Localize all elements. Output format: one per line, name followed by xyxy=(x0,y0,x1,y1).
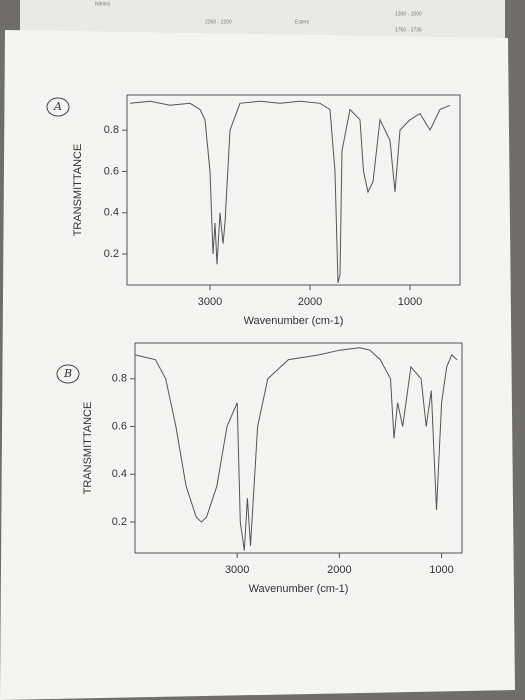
y-tick-label: 0.2 xyxy=(112,516,127,528)
y-axis-title: TRANSMITTANCE xyxy=(72,144,84,237)
plot-frame xyxy=(134,342,463,554)
y-tick-label: 0.6 xyxy=(104,165,119,177)
y-tick-label: 0.8 xyxy=(112,373,127,385)
note: 1750 - 1735 xyxy=(395,27,422,33)
note: 2260 - 2200 xyxy=(205,19,232,25)
y-axis-title: TRANSMITTANCE xyxy=(82,402,94,495)
y-tick-label: 0.4 xyxy=(112,468,127,480)
y-tick-label: 0.2 xyxy=(104,248,119,260)
x-axis-title: Wavenumber (cm-1) xyxy=(244,315,344,327)
panel-label: B xyxy=(63,367,72,380)
spectrum-line xyxy=(129,100,451,284)
x-tick-label: 2000 xyxy=(298,296,322,308)
x-tick-label: 1000 xyxy=(398,296,422,308)
spectrum-line xyxy=(134,347,458,551)
paper-behind xyxy=(20,0,505,40)
paper xyxy=(0,30,515,700)
x-axis-title: Wavenumber (cm-1) xyxy=(249,583,349,595)
y-tick-label: 0.4 xyxy=(104,207,119,219)
panel-circle xyxy=(56,364,80,384)
note: Nitriles xyxy=(95,1,111,7)
panel-label: A xyxy=(53,100,62,113)
y-tick-label: 0.8 xyxy=(104,124,119,136)
x-tick-label: 3000 xyxy=(225,564,249,576)
panel-circle xyxy=(46,97,70,117)
plot-frame xyxy=(126,94,461,286)
note: 1300 - 1000 xyxy=(395,11,422,17)
x-tick-label: 1000 xyxy=(429,564,453,576)
x-tick-label: 3000 xyxy=(198,296,222,308)
note: Esters xyxy=(295,19,310,25)
x-tick-label: 2000 xyxy=(327,564,351,576)
y-tick-label: 0.6 xyxy=(112,420,127,432)
